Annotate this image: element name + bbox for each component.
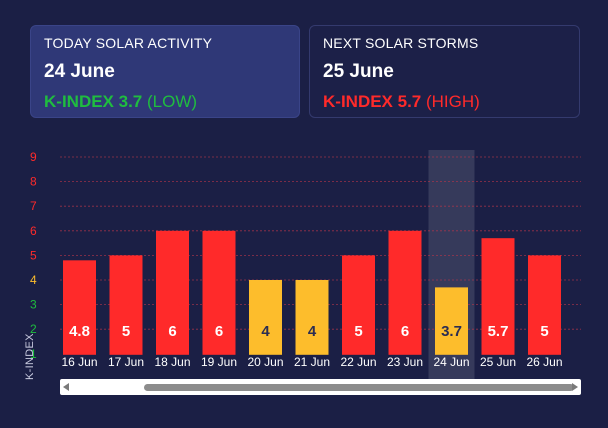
x-category-label: 24 Jun xyxy=(433,355,469,369)
bar-data-label: 5 xyxy=(122,323,130,340)
bar-data-label: 6 xyxy=(401,323,409,340)
x-category-label: 25 Jun xyxy=(480,355,516,369)
bar-data-label: 5 xyxy=(540,323,548,340)
x-category-label: 16 Jun xyxy=(61,355,97,369)
bar-data-label: 6 xyxy=(215,323,223,340)
today-k-value: K-INDEX 3.7 xyxy=(44,92,143,111)
y-tick-label: 5 xyxy=(30,248,37,262)
today-caption: TODAY SOLAR ACTIVITY xyxy=(44,35,213,51)
bar-data-label: 4.8 xyxy=(69,323,90,340)
x-category-label: 23 Jun xyxy=(387,355,423,369)
next-k-index: K-INDEX 5.7 (HIGH) xyxy=(323,92,480,112)
bar xyxy=(435,287,468,355)
chart-scrollbar[interactable] xyxy=(60,379,581,395)
bar xyxy=(342,255,375,355)
bar-data-label: 3.7 xyxy=(441,323,462,340)
y-tick-label: 6 xyxy=(30,224,37,238)
bar xyxy=(528,255,561,355)
x-category-label: 18 Jun xyxy=(154,355,190,369)
next-k-value: K-INDEX 5.7 xyxy=(323,92,422,111)
bar-data-label: 4 xyxy=(308,323,317,340)
next-k-level: (HIGH) xyxy=(425,92,480,111)
y-axis-label: K-INDEX xyxy=(24,333,36,380)
next-caption: NEXT SOLAR STORMS xyxy=(323,35,479,51)
scroll-right-arrow-icon[interactable] xyxy=(572,383,578,391)
bar xyxy=(295,280,329,355)
bar xyxy=(249,280,282,355)
bar-data-label: 4 xyxy=(261,323,270,340)
y-tick-label: 8 xyxy=(30,175,37,189)
x-category-label: 17 Jun xyxy=(108,355,144,369)
bar xyxy=(202,230,236,355)
today-k-level: (LOW) xyxy=(146,92,198,111)
x-category-label: 21 Jun xyxy=(294,355,330,369)
today-date: 24 June xyxy=(44,61,115,82)
bar xyxy=(481,238,515,355)
y-tick-label: 7 xyxy=(30,199,37,213)
next-storms-card: NEXT SOLAR STORMS 25 June K-INDEX 5.7 (H… xyxy=(309,25,580,118)
scrollbar-thumb[interactable] xyxy=(144,384,574,391)
bar xyxy=(156,230,189,355)
y-tick-label: 3 xyxy=(30,298,37,312)
bar-data-label: 6 xyxy=(168,323,176,340)
bar-data-label: 5.7 xyxy=(488,323,509,340)
y-tick-label: 4 xyxy=(30,273,37,287)
today-activity-card: TODAY SOLAR ACTIVITY 24 June K-INDEX 3.7… xyxy=(30,25,300,118)
next-date: 25 June xyxy=(323,61,394,82)
today-k-index: K-INDEX 3.7 (LOW) xyxy=(44,92,197,112)
scroll-left-arrow-icon[interactable] xyxy=(63,383,69,391)
x-category-label: 19 Jun xyxy=(201,355,237,369)
bar xyxy=(63,260,96,355)
bar xyxy=(388,230,422,355)
y-tick-label: 1 xyxy=(30,347,37,361)
bar xyxy=(109,255,143,355)
y-tick-label: 9 xyxy=(30,150,37,164)
x-category-label: 26 Jun xyxy=(526,355,562,369)
x-category-label: 22 Jun xyxy=(340,355,376,369)
x-category-label: 20 Jun xyxy=(247,355,283,369)
y-tick-label: 2 xyxy=(30,322,37,336)
bar-data-label: 5 xyxy=(354,323,362,340)
